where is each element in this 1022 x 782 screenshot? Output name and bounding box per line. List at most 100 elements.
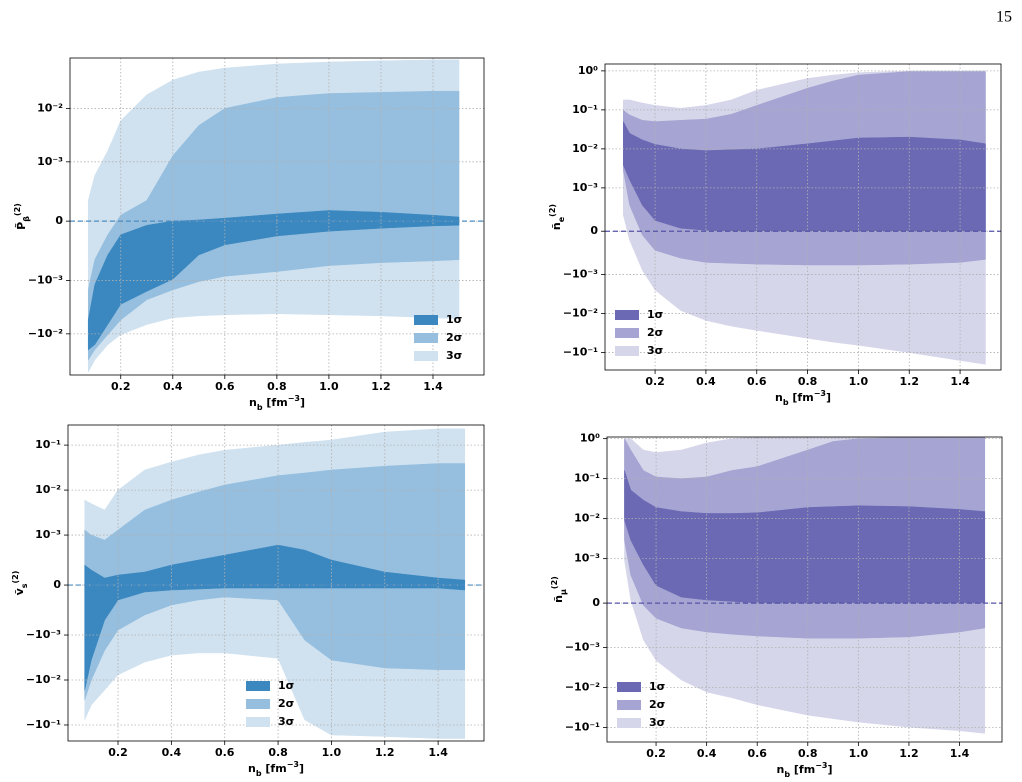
x-tick-label: 1.2 (375, 746, 395, 759)
x-tick-label: 0.6 (215, 746, 235, 759)
x-axis-label: nb [fm−3] (248, 760, 304, 778)
y-axis-label: ñμ(2) (550, 576, 568, 603)
x-tick-label: 1.0 (849, 747, 869, 760)
x-tick-label: 1.2 (899, 747, 919, 760)
band (84, 544, 466, 691)
panel: 0.2 0.4 0.6 0.8 1.0 1.2 1.4 −10⁻¹ −10⁻² −10⁻³ 0 10⁻… (548, 63, 1002, 407)
plot-area (68, 425, 484, 741)
x-tick-label: 0.2 (111, 380, 131, 393)
legend-label: 2σ (647, 326, 663, 339)
x-axis-label-part: b (257, 403, 263, 412)
legend-label: 2σ (446, 331, 462, 344)
x-tick-label: 1.0 (322, 746, 342, 759)
x-axis-label-part: ] (299, 762, 304, 775)
y-tick-label: 0 (590, 224, 598, 237)
legend-swatch (246, 699, 270, 709)
panel: 0.2 0.4 0.6 0.8 1.0 1.2 1.4 −10⁻¹ −10⁻² −10⁻³ 0 10⁻… (11, 424, 485, 778)
x-axis-label-part: n (775, 391, 783, 404)
y-tick-label: −10⁻¹ (26, 718, 61, 731)
x-axis-label-part: −3 (815, 761, 827, 770)
y-axis-label-part: ñ (550, 222, 563, 230)
legend-swatch (615, 310, 639, 320)
plot-area (607, 437, 1002, 742)
legend-swatch (246, 681, 270, 691)
y-tick-label: 10⁻² (35, 483, 61, 496)
y-tick-label: −10⁻³ (28, 273, 63, 286)
page-number: 15 (996, 9, 1012, 26)
y-tick-label: 10⁻² (574, 512, 600, 525)
x-axis-label-part: n (777, 763, 785, 776)
y-tick-label: −10⁻³ (563, 268, 598, 281)
axes-frame (604, 63, 1002, 371)
x-axis-label-part: b (784, 770, 790, 779)
x-tick-label: 0.8 (267, 380, 287, 393)
y-tick-label: −10⁻² (28, 327, 63, 340)
y-tick-label: −10⁻¹ (565, 721, 600, 734)
y-tick-label: 10⁻³ (37, 155, 63, 168)
y-tick-label: −10⁻¹ (563, 346, 598, 359)
y-tick-label: −10⁻² (26, 673, 61, 686)
legend-swatch (615, 346, 639, 356)
legend: 1σ 2σ 3σ (617, 680, 665, 729)
y-axis-label-part: (2) (11, 571, 20, 584)
y-axis-label-part: (2) (13, 203, 22, 216)
y-tick-label: 0 (53, 578, 61, 591)
y-tick-label: 10⁰ (580, 432, 600, 445)
x-axis-label-part: −3 (287, 760, 299, 769)
x-tick-label: 0.4 (163, 380, 183, 393)
legend-label: 2σ (278, 697, 294, 710)
y-axis-label: P̃β(2) (13, 203, 31, 230)
x-axis-label-part: n (249, 396, 257, 409)
y-tick-label: 10⁻³ (572, 181, 598, 194)
legend-swatch (617, 700, 641, 710)
x-tick-label: 0.2 (645, 375, 665, 388)
x-tick-label: 0.6 (747, 747, 767, 760)
x-axis-label-part: −3 (814, 389, 826, 398)
x-axis-label-part: [fm (263, 396, 288, 409)
legend-swatch (414, 315, 438, 325)
panel: 0.2 0.4 0.6 0.8 1.0 1.2 1.4 −10⁻² −10⁻³ 0 10⁻³ 10⁻²… (13, 57, 485, 412)
x-tick-label: 1.4 (423, 380, 443, 393)
legend-label: 1σ (446, 313, 462, 326)
y-axis-label-part: s (20, 583, 29, 588)
y-axis-label-part: ṽ (13, 587, 26, 595)
x-tick-label: 1.2 (899, 375, 919, 388)
y-axis-label-part: ñ (552, 595, 565, 603)
y-axis-label-part: β (22, 216, 31, 222)
x-axis-label-part: b (256, 769, 262, 778)
y-tick-label: 10⁻² (37, 101, 63, 114)
legend-swatch (414, 351, 438, 361)
legend-swatch (246, 717, 270, 727)
y-axis-label-part: μ (559, 589, 568, 595)
x-tick-label: 0.6 (747, 375, 767, 388)
plot-area (605, 64, 1001, 370)
y-axis-label: ṽs(2) (11, 571, 29, 596)
band (87, 210, 460, 351)
x-tick-label: 0.2 (646, 747, 666, 760)
y-tick-label: 0 (55, 214, 63, 227)
x-axis-label-part: ] (827, 763, 832, 776)
x-tick-label: 0.8 (268, 746, 288, 759)
legend-label: 3σ (278, 715, 294, 728)
legend: 1σ 2σ 3σ (246, 679, 294, 728)
x-axis-label-part: n (248, 762, 256, 775)
x-tick-label: 0.6 (215, 380, 235, 393)
y-tick-label: −10⁻² (563, 307, 598, 320)
x-axis-label-part: [fm (262, 762, 287, 775)
y-axis-label-part: (2) (550, 576, 559, 589)
y-tick-label: 10⁻¹ (35, 438, 61, 451)
y-tick-label: 0 (592, 596, 600, 609)
legend-label: 1σ (649, 680, 665, 693)
x-axis-label-part: ] (826, 391, 831, 404)
x-tick-label: 0.8 (798, 375, 818, 388)
axes-frame (67, 424, 485, 742)
panel: 0.2 0.4 0.6 0.8 1.0 1.2 1.4 −10⁻¹ −10⁻² −10⁻³ 0 10⁻… (550, 432, 1003, 779)
x-tick-label: 0.8 (798, 747, 818, 760)
legend: 1σ 2σ 3σ (414, 313, 462, 362)
legend-label: 3σ (649, 716, 665, 729)
x-axis-label-part: ] (300, 396, 305, 409)
x-axis-label-part: [fm (790, 763, 815, 776)
legend-label: 1σ (647, 308, 663, 321)
x-axis-label: nb [fm−3] (777, 761, 833, 779)
x-tick-label: 0.4 (162, 746, 182, 759)
